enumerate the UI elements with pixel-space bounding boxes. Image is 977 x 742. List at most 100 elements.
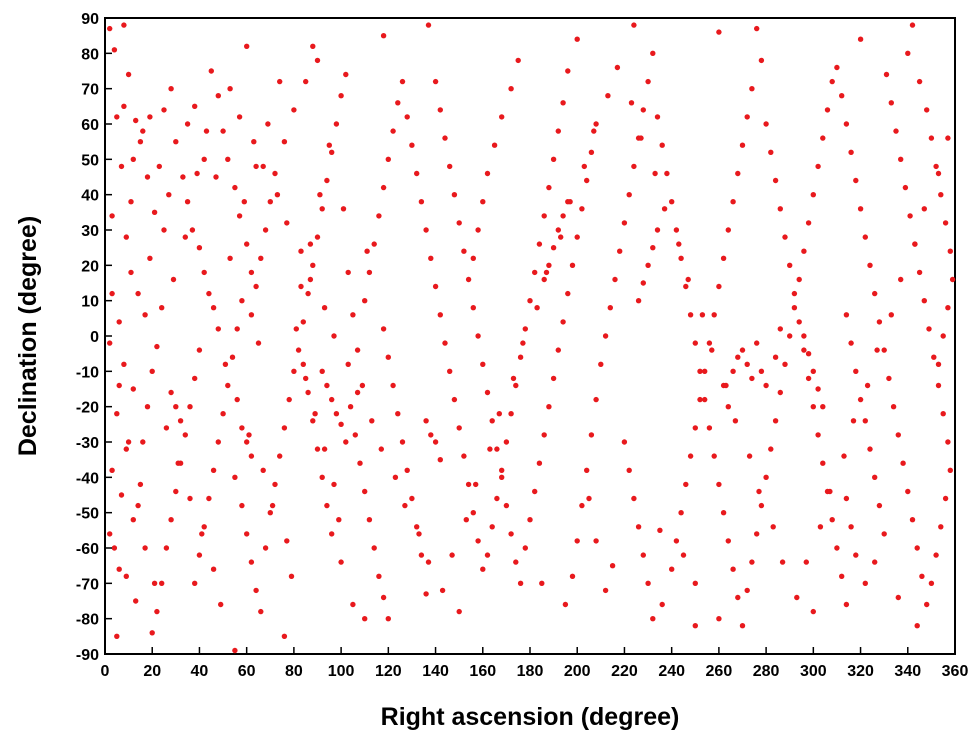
data-point	[123, 446, 129, 452]
data-point	[541, 213, 547, 219]
data-point	[291, 107, 297, 113]
data-point	[192, 580, 198, 586]
data-point	[569, 262, 576, 268]
data-point	[739, 142, 746, 148]
data-point	[678, 510, 684, 516]
data-point	[324, 382, 330, 389]
data-point	[543, 269, 550, 276]
data-point	[931, 354, 937, 360]
data-point	[909, 22, 916, 28]
data-point	[942, 220, 949, 226]
data-point	[886, 375, 892, 382]
data-point	[491, 142, 498, 148]
data-point	[801, 333, 807, 339]
data-point	[473, 481, 479, 488]
data-point	[184, 121, 191, 127]
data-point	[520, 340, 526, 346]
data-point	[324, 502, 330, 509]
data-point	[416, 531, 422, 537]
data-point	[114, 114, 120, 120]
data-point	[144, 404, 151, 410]
data-point	[262, 227, 269, 233]
data-point	[676, 241, 682, 247]
data-point	[220, 411, 226, 417]
data-point	[515, 57, 521, 64]
data-point	[215, 326, 221, 332]
data-point	[234, 396, 240, 403]
y-tick-label: 30	[81, 223, 99, 240]
x-tick-label: 0	[101, 663, 110, 680]
data-point	[673, 538, 680, 544]
data-point	[310, 418, 316, 424]
data-point	[385, 156, 391, 162]
data-point	[248, 269, 255, 276]
data-point	[862, 580, 868, 586]
data-point	[739, 623, 746, 629]
y-tick-label: 80	[81, 46, 99, 63]
data-point	[496, 411, 502, 417]
data-point	[343, 71, 349, 78]
y-tick-label: -20	[76, 400, 99, 417]
data-point	[876, 319, 883, 325]
data-point	[584, 467, 590, 473]
data-point	[303, 375, 309, 382]
data-point	[484, 552, 491, 558]
data-point	[168, 86, 174, 92]
data-point	[853, 177, 859, 184]
data-point	[390, 128, 396, 134]
data-point	[333, 411, 340, 417]
data-point	[560, 213, 566, 219]
data-point	[340, 206, 347, 212]
data-point	[345, 269, 351, 276]
data-point	[890, 404, 897, 410]
data-point	[470, 255, 476, 261]
data-point	[848, 524, 854, 530]
data-point	[565, 290, 571, 297]
data-point	[938, 524, 944, 530]
data-point	[135, 290, 141, 297]
data-point	[916, 269, 923, 276]
data-point	[239, 425, 245, 431]
data-point	[935, 170, 942, 177]
data-point	[626, 192, 632, 198]
data-point	[329, 531, 335, 537]
data-point	[194, 170, 200, 177]
data-point	[149, 630, 155, 636]
data-point	[159, 305, 165, 311]
y-tick-label: 90	[81, 11, 99, 28]
data-point	[720, 255, 727, 261]
data-point	[730, 566, 736, 572]
data-point	[170, 276, 177, 283]
data-point	[414, 170, 420, 177]
data-point	[711, 312, 717, 318]
data-point	[763, 474, 769, 480]
data-point	[801, 248, 807, 254]
x-tick-label: 200	[564, 663, 591, 680]
data-point	[621, 220, 628, 226]
data-point	[114, 633, 120, 639]
data-point	[912, 241, 918, 247]
data-point	[638, 135, 644, 141]
data-point	[661, 206, 668, 212]
data-point	[924, 107, 930, 113]
data-point	[881, 531, 887, 537]
data-point	[182, 432, 188, 438]
data-point	[371, 545, 377, 551]
data-point	[284, 538, 290, 544]
x-tick-label: 220	[611, 663, 638, 680]
data-point	[805, 220, 812, 226]
data-point	[574, 538, 580, 544]
data-point	[602, 587, 609, 594]
data-point	[184, 199, 191, 205]
data-point	[550, 375, 557, 382]
data-point	[919, 573, 925, 579]
data-point	[489, 418, 495, 424]
data-point	[295, 347, 302, 353]
data-point	[390, 382, 396, 389]
data-point	[517, 354, 524, 360]
data-point	[218, 601, 224, 608]
data-point	[631, 22, 637, 28]
data-point	[756, 488, 762, 495]
data-point	[921, 206, 927, 212]
x-tick-label: 240	[658, 663, 685, 680]
